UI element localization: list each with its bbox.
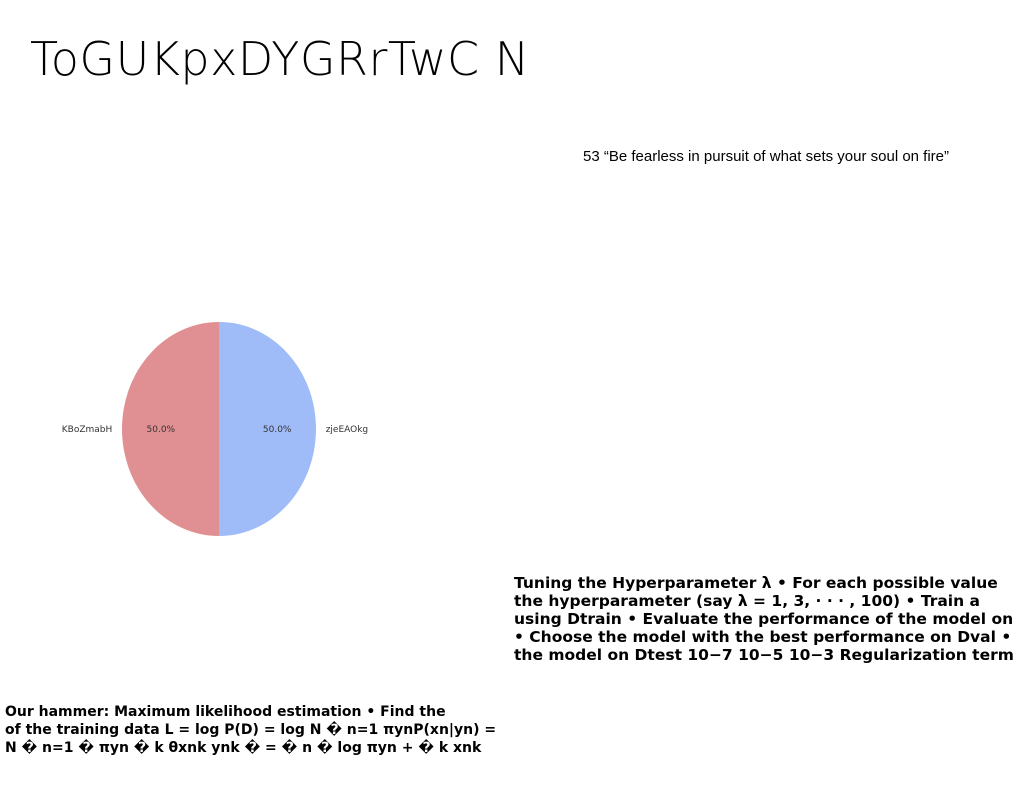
text-line: the model on Dtest 10−7 10−5 10−3 Regula… xyxy=(514,646,1014,664)
text-line: Tuning the Hyperparameter λ • For each p… xyxy=(514,574,998,592)
text-line: N � n=1 � πyn � k θxnk ynk � = � n � log… xyxy=(5,740,482,756)
pie-labels: 50.0% zjeEAOkg 50.0% KBoZmabH xyxy=(62,425,368,435)
pie-chart: 50.0% zjeEAOkg 50.0% KBoZmabH xyxy=(62,322,368,536)
text-line: Our hammer: Maximum likelihood estimatio… xyxy=(5,704,446,720)
text-block-mle: Our hammer: Maximum likelihood estimatio… xyxy=(5,703,495,757)
quote-text: 53 “Be fearless in pursuit of what sets … xyxy=(583,148,950,165)
pie-category-label: KBoZmabH xyxy=(62,425,113,435)
text-line: of the training data L = log P(D) = log … xyxy=(5,722,495,738)
text-line: • Choose the model with the best perform… xyxy=(514,628,1012,646)
pie-slice-KBoZmabH xyxy=(122,322,219,536)
text-block-hyperparameter: Tuning the Hyperparameter λ • For each p… xyxy=(514,574,1024,664)
pie-percent-label: 50.0% xyxy=(147,425,176,435)
pie-slice-zjeEAOkg xyxy=(219,322,316,536)
pie-percent-label: 50.0% xyxy=(263,425,292,435)
pie-category-label: zjeEAOkg xyxy=(326,425,368,435)
pie-slices xyxy=(122,322,316,536)
text-line: the hyperparameter (say λ = 1, 3, · · · … xyxy=(514,592,980,610)
page-title: ToGUKpxDYGRrTwC N xyxy=(30,32,530,86)
text-line: using Dtrain • Evaluate the performance … xyxy=(514,610,1014,628)
